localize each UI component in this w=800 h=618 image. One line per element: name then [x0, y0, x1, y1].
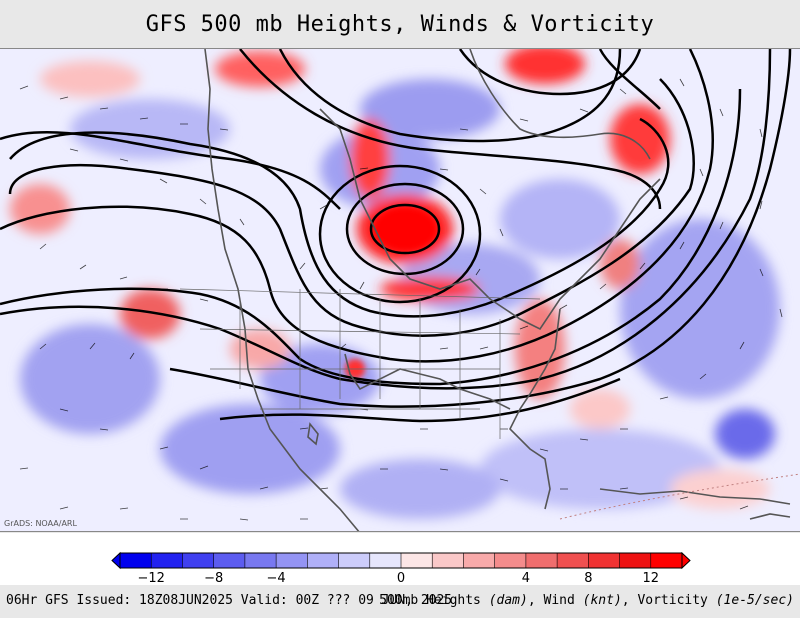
- colorbar-swatch: [432, 553, 464, 568]
- footer-heights: 500mb Heights: [379, 593, 481, 608]
- title-bar: GFS 500 mb Heights, Winds & Vorticity: [0, 0, 800, 48]
- colorbar-swatch: [244, 553, 277, 568]
- footer: 06Hr GFS Issued: 18Z08JUN2025 Valid: 00Z…: [0, 585, 800, 618]
- colorbar-swatch: [338, 553, 371, 568]
- colorbar-swatch: [588, 553, 621, 568]
- colorbar-swatch: [557, 553, 589, 568]
- vorticity-map: [0, 49, 800, 531]
- colorbar-swatch: [619, 553, 652, 568]
- coastlines: [204, 49, 791, 531]
- colorbar-tick-label: −8: [204, 571, 223, 585]
- footer-wind-unit: (knt): [582, 593, 622, 608]
- colorbar-swatch: [401, 553, 433, 568]
- colorbar-tick-label: 4: [522, 571, 530, 585]
- colorbar-swatch: [182, 553, 215, 568]
- colorbar-swatch: [525, 553, 558, 568]
- footer-wind: Wind: [543, 593, 575, 608]
- footer-run-info: 06Hr GFS Issued: 18Z08JUN2025 Valid: 00Z…: [6, 593, 453, 608]
- colorbar-tick-label: 8: [584, 571, 592, 585]
- colorbar-tick-label: 0: [397, 571, 405, 585]
- colorbar-swatch: [213, 553, 246, 568]
- state-borders: [179, 288, 541, 439]
- wind-barbs: [19, 78, 783, 521]
- footer-vorticity-unit: (1e-5/sec): [715, 593, 794, 608]
- footer-heights-unit: (dam): [488, 593, 528, 608]
- colorbar-swatch: [276, 553, 308, 568]
- map-title: GFS 500 mb Heights, Winds & Vorticity: [145, 11, 655, 37]
- colorbar-tick-label: 12: [643, 571, 660, 585]
- colorbar-swatch: [369, 553, 402, 568]
- colorbar-swatch: [494, 553, 527, 568]
- colorbar-swatch: [650, 553, 683, 568]
- colorbar-tick-label: −4: [267, 571, 286, 585]
- colorbar-swatch: [151, 553, 183, 568]
- colorbar-tick-label: −12: [138, 571, 165, 585]
- colorbar-swatch: [463, 553, 496, 568]
- colorbar-min-arrow: [111, 551, 121, 570]
- colorbar-panel: −12 −8 −4 0 4 8 12: [0, 533, 800, 586]
- map-panel: GrADS: NOAA/ARL: [0, 48, 800, 532]
- colorbar: −12 −8 −4 0 4 8 12: [111, 551, 691, 586]
- colorbar-swatch: [120, 553, 152, 568]
- footer-vorticity: Vorticity: [637, 593, 708, 608]
- credit-label: GrADS: NOAA/ARL: [4, 519, 77, 528]
- colorbar-swatch: [307, 553, 340, 568]
- colorbar-max-arrow: [681, 551, 691, 570]
- footer-legend: 500mb Heights (dam), Wind (knt), Vortici…: [379, 593, 794, 608]
